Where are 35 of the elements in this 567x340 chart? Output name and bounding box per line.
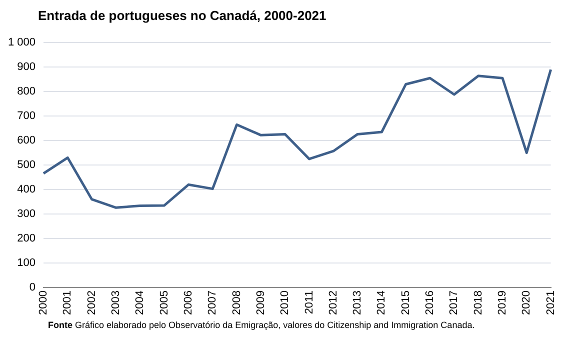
y-tick-label: 0: [29, 282, 36, 294]
source-note: Fonte Gráfico elaborado pelo Observatório da Emigração, valores do Citizenship and Immigration Canada.: [48, 320, 475, 330]
x-tick-label: 2018: [472, 290, 484, 316]
x-tick-label: 2011: [303, 290, 316, 314]
x-tick-label: 2015: [400, 290, 412, 316]
y-tick-label: 200: [17, 232, 36, 245]
x-tick-label: 2017: [448, 290, 460, 316]
y-tick-label: 700: [17, 110, 36, 122]
x-tick-label: 2005: [158, 290, 170, 316]
x-tick-label: 2021: [544, 290, 557, 316]
x-tick-label: 2001: [62, 290, 74, 316]
x-tick-label: 2020: [520, 290, 533, 316]
chart-title: Entrada de portugueses no Canadá, 2000-2021: [38, 8, 326, 23]
x-tick-label: 2019: [496, 290, 509, 316]
x-tick-label: 2006: [182, 290, 194, 316]
y-tick-label: 500: [17, 159, 36, 172]
y-tick-label: 400: [17, 184, 36, 196]
x-tick-label: 2002: [86, 290, 98, 316]
x-tick-label: 2007: [206, 290, 219, 316]
x-tick-label: 2000: [38, 290, 50, 316]
x-tick-label: 2013: [352, 290, 364, 316]
y-tick-label: 1 000: [8, 36, 36, 49]
x-tick-label: 2010: [279, 290, 292, 316]
x-tick-label: 2016: [424, 290, 436, 316]
x-tick-label: 2008: [230, 290, 243, 316]
x-tick-label: 2009: [254, 290, 267, 316]
y-tick-label: 100: [17, 257, 36, 270]
x-tick-label: 2012: [327, 290, 340, 316]
y-tick-label: 900: [17, 61, 36, 74]
y-tick-label: 600: [17, 134, 36, 147]
y-tick-label: 300: [17, 208, 36, 220]
x-tick-label: 2014: [376, 290, 388, 316]
y-tick-label: 800: [17, 86, 36, 98]
x-tick-label: 2004: [134, 290, 146, 316]
x-tick-label: 2003: [110, 290, 122, 316]
